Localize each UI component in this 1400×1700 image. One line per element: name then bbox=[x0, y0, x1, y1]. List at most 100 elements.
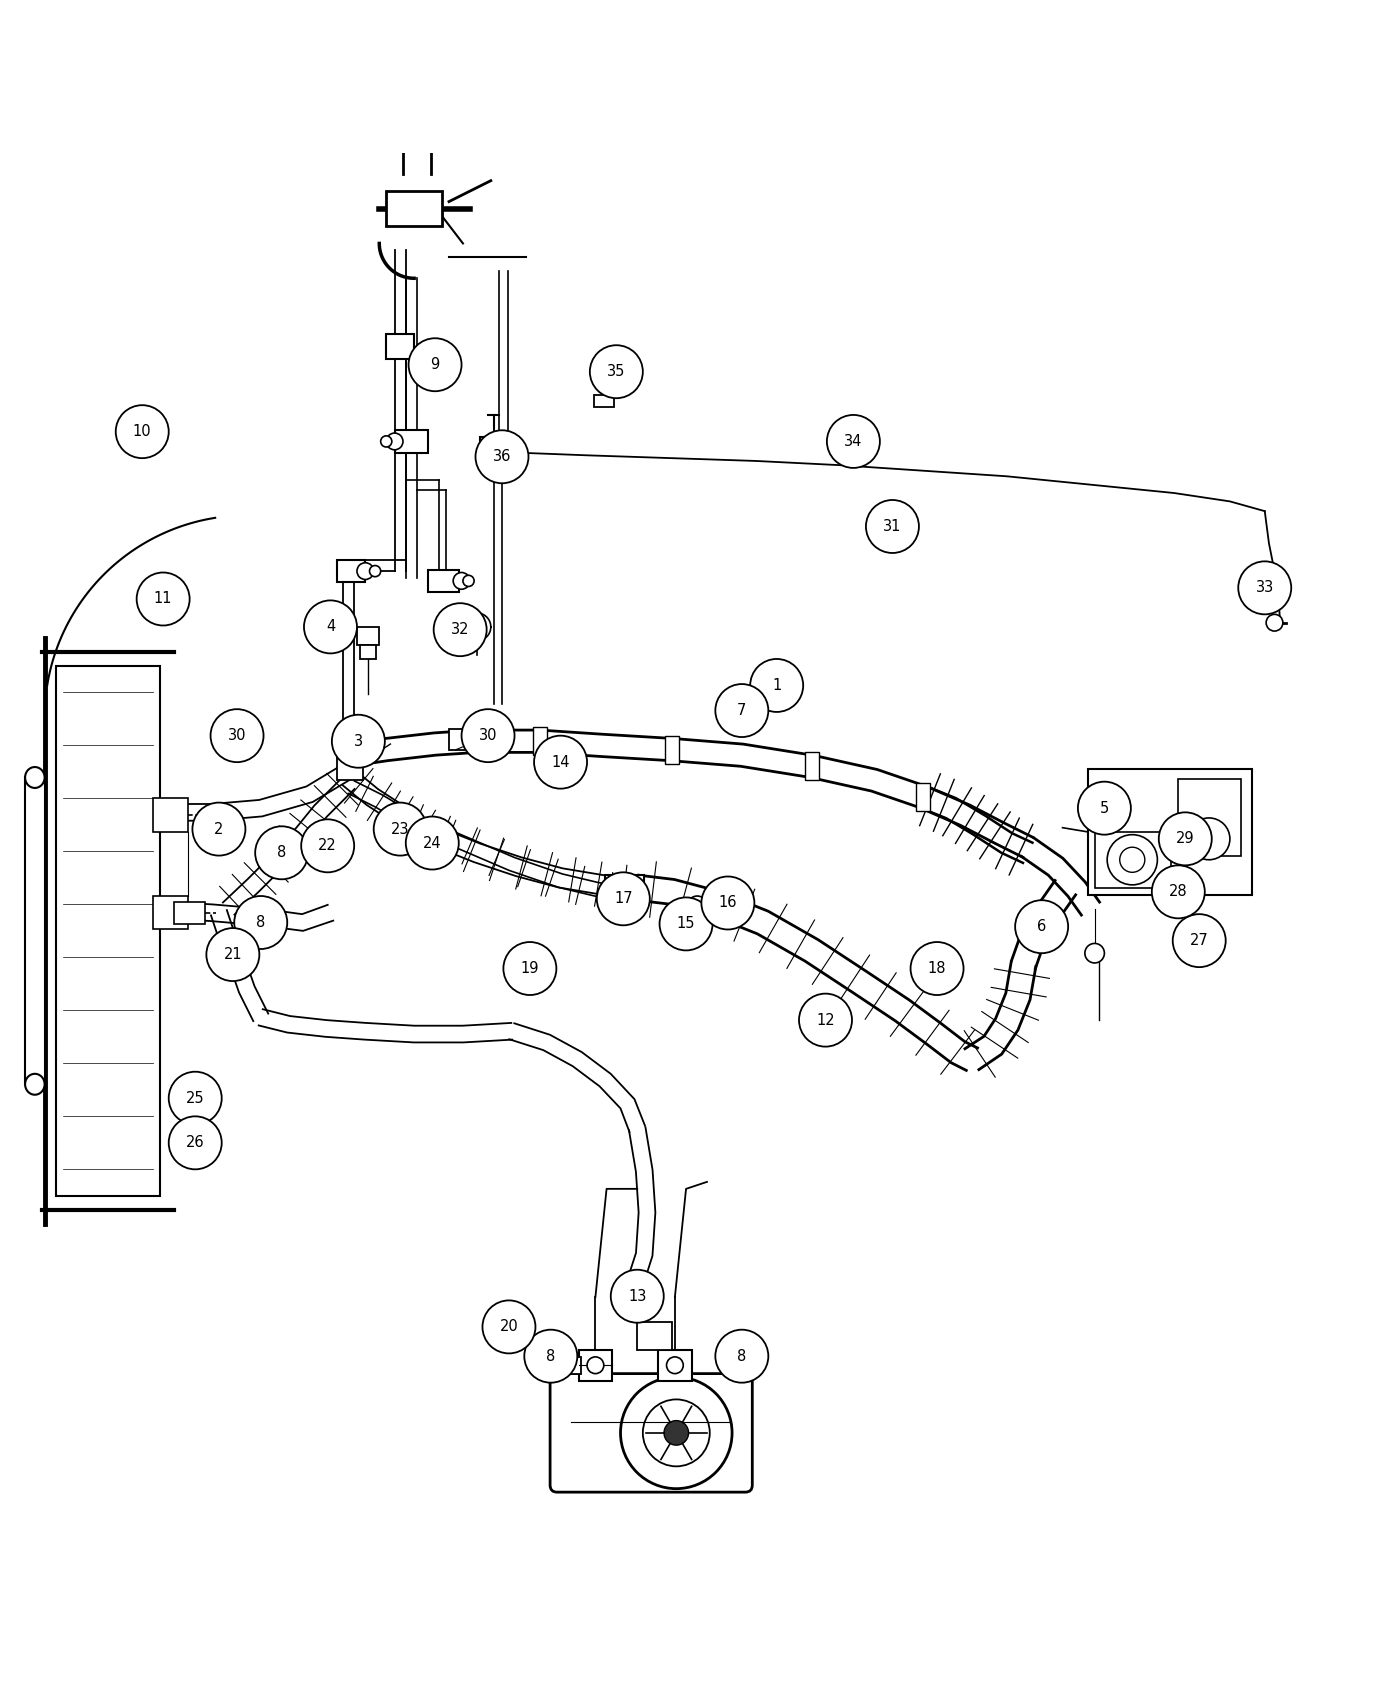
Bar bbox=[337, 559, 365, 583]
Circle shape bbox=[620, 1377, 732, 1489]
Bar bbox=[658, 1350, 692, 1380]
Circle shape bbox=[701, 877, 755, 930]
Circle shape bbox=[386, 434, 403, 450]
Circle shape bbox=[596, 872, 650, 925]
Text: 8: 8 bbox=[738, 1348, 746, 1363]
Circle shape bbox=[750, 660, 804, 712]
Text: 32: 32 bbox=[451, 622, 469, 638]
Circle shape bbox=[659, 898, 713, 950]
Bar bbox=[154, 896, 188, 930]
Text: 35: 35 bbox=[608, 364, 626, 379]
Text: 5: 5 bbox=[1100, 801, 1109, 816]
Bar bbox=[337, 755, 363, 780]
Bar bbox=[386, 190, 442, 226]
Bar bbox=[56, 666, 161, 1195]
Bar bbox=[218, 729, 246, 745]
Circle shape bbox=[454, 573, 470, 590]
Text: 20: 20 bbox=[500, 1319, 518, 1334]
Circle shape bbox=[910, 942, 963, 994]
Text: 21: 21 bbox=[224, 947, 242, 962]
Text: 22: 22 bbox=[318, 838, 337, 853]
Bar bbox=[357, 627, 379, 644]
Bar bbox=[154, 799, 188, 831]
Bar bbox=[605, 876, 644, 903]
Circle shape bbox=[715, 1329, 769, 1382]
Circle shape bbox=[827, 415, 879, 468]
Circle shape bbox=[255, 826, 308, 879]
Circle shape bbox=[504, 942, 556, 994]
Text: 30: 30 bbox=[479, 728, 497, 743]
Text: 14: 14 bbox=[552, 755, 570, 770]
Circle shape bbox=[483, 1300, 535, 1353]
Text: 11: 11 bbox=[154, 592, 172, 607]
Circle shape bbox=[1078, 782, 1131, 835]
Circle shape bbox=[715, 683, 769, 738]
Text: 33: 33 bbox=[1256, 580, 1274, 595]
Bar bbox=[594, 396, 613, 406]
Text: 7: 7 bbox=[738, 704, 746, 717]
Circle shape bbox=[301, 819, 354, 872]
Bar bbox=[386, 335, 414, 359]
Circle shape bbox=[525, 1329, 577, 1382]
Circle shape bbox=[1120, 847, 1145, 872]
Circle shape bbox=[304, 600, 357, 653]
Circle shape bbox=[210, 709, 263, 762]
Circle shape bbox=[799, 993, 853, 1047]
Circle shape bbox=[587, 1357, 603, 1374]
Circle shape bbox=[406, 816, 459, 869]
Text: 3: 3 bbox=[354, 734, 363, 748]
Text: 18: 18 bbox=[928, 960, 946, 976]
Circle shape bbox=[409, 338, 462, 391]
Circle shape bbox=[1173, 915, 1226, 967]
Text: 24: 24 bbox=[423, 835, 441, 850]
Text: 23: 23 bbox=[391, 821, 409, 836]
Bar bbox=[916, 784, 930, 811]
Circle shape bbox=[666, 1357, 683, 1374]
Circle shape bbox=[1266, 614, 1282, 631]
Bar bbox=[1088, 768, 1252, 894]
Ellipse shape bbox=[25, 1074, 45, 1095]
Circle shape bbox=[1238, 561, 1291, 614]
Circle shape bbox=[1159, 813, 1212, 865]
Circle shape bbox=[564, 750, 584, 768]
Bar bbox=[532, 728, 546, 755]
Text: 26: 26 bbox=[186, 1136, 204, 1151]
Ellipse shape bbox=[25, 767, 45, 787]
Bar bbox=[395, 430, 428, 452]
Bar bbox=[480, 437, 517, 466]
Text: 8: 8 bbox=[256, 915, 266, 930]
Circle shape bbox=[1107, 835, 1158, 886]
Text: 36: 36 bbox=[493, 449, 511, 464]
Circle shape bbox=[234, 896, 287, 949]
Text: 31: 31 bbox=[883, 518, 902, 534]
Bar bbox=[428, 570, 459, 592]
Text: 25: 25 bbox=[186, 1091, 204, 1105]
Circle shape bbox=[462, 709, 515, 762]
Bar bbox=[174, 901, 204, 923]
Text: 16: 16 bbox=[718, 896, 738, 911]
Circle shape bbox=[610, 1270, 664, 1323]
Bar bbox=[578, 1350, 612, 1380]
Text: 34: 34 bbox=[844, 434, 862, 449]
Text: 17: 17 bbox=[615, 891, 633, 906]
Circle shape bbox=[192, 802, 245, 855]
Text: 19: 19 bbox=[521, 960, 539, 976]
Circle shape bbox=[169, 1071, 221, 1125]
Circle shape bbox=[434, 604, 487, 656]
Circle shape bbox=[370, 566, 381, 576]
Bar bbox=[1179, 779, 1240, 855]
Circle shape bbox=[1085, 944, 1105, 962]
FancyBboxPatch shape bbox=[550, 1374, 752, 1493]
Circle shape bbox=[116, 405, 169, 459]
Circle shape bbox=[589, 345, 643, 398]
Text: 6: 6 bbox=[1037, 920, 1046, 935]
Bar bbox=[449, 729, 484, 750]
Circle shape bbox=[463, 575, 475, 586]
Bar bbox=[1095, 831, 1172, 887]
Text: 27: 27 bbox=[1190, 933, 1208, 949]
Circle shape bbox=[476, 430, 528, 483]
Text: 10: 10 bbox=[133, 425, 151, 439]
Circle shape bbox=[867, 500, 918, 552]
Circle shape bbox=[533, 736, 587, 789]
Circle shape bbox=[137, 573, 189, 626]
